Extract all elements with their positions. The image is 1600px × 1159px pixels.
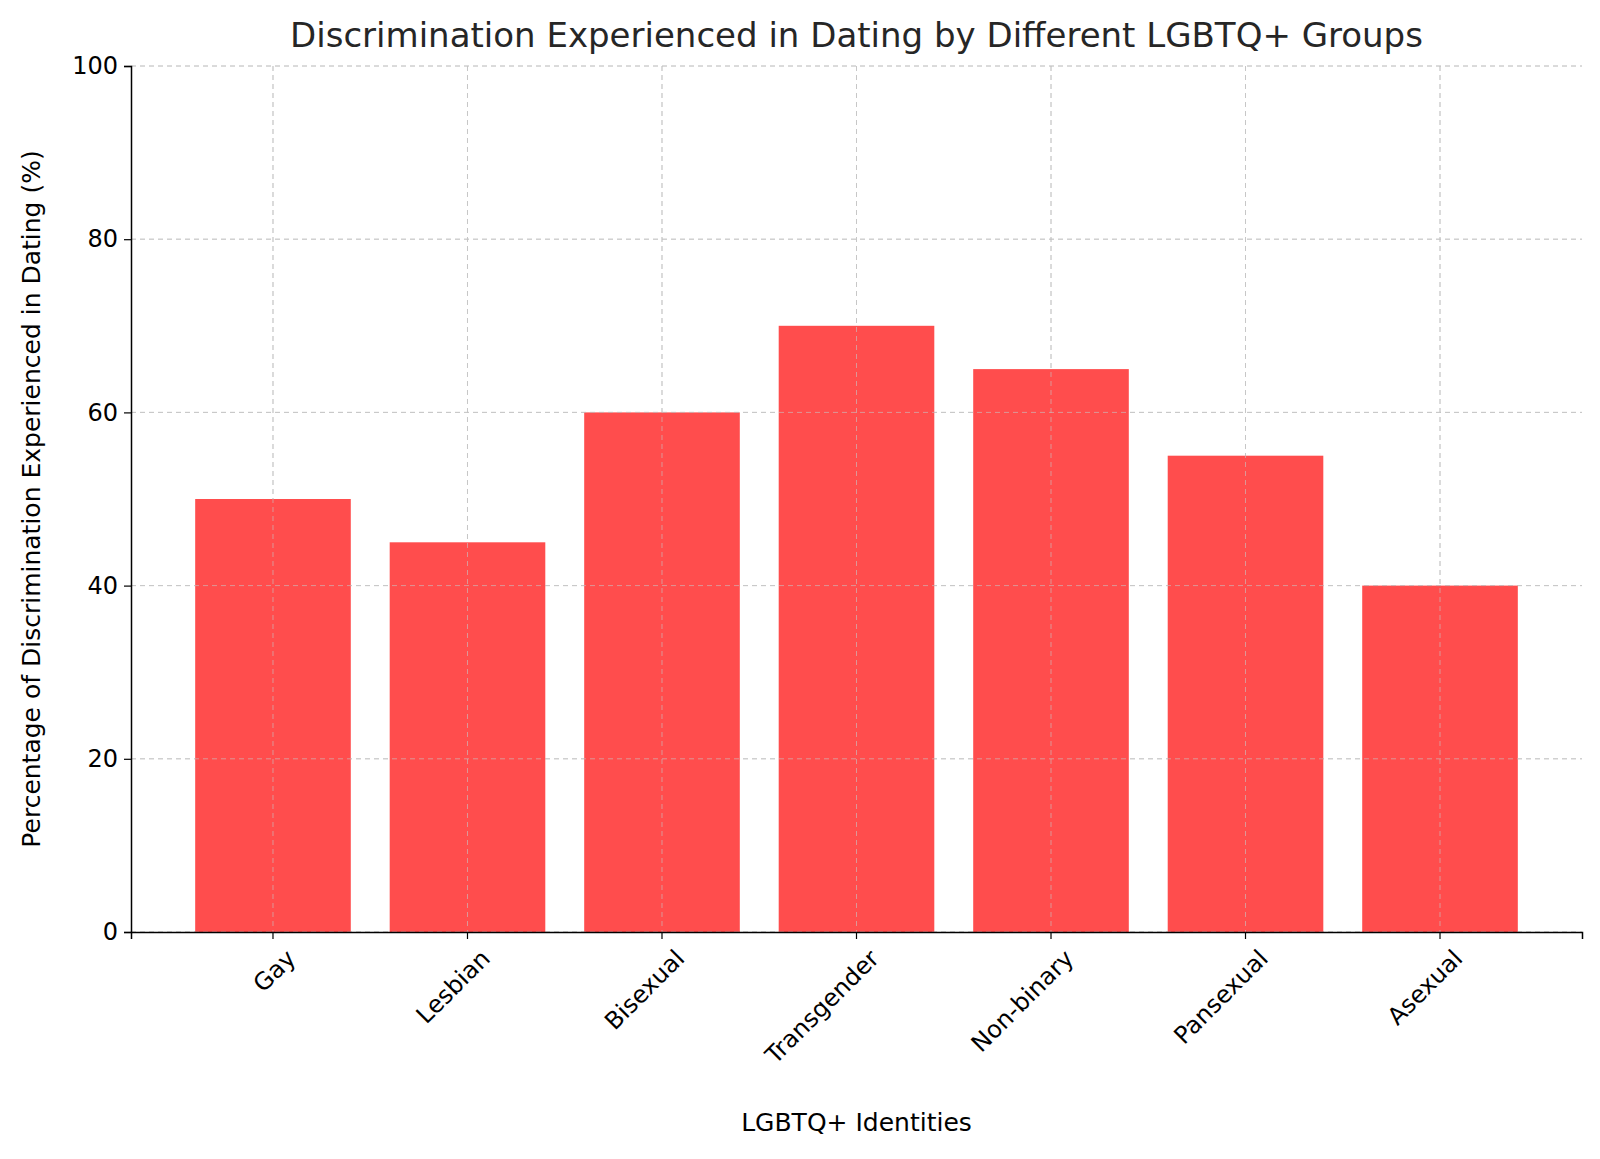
y-tick-label: 40 <box>87 572 118 600</box>
grid-line-y <box>131 585 1582 586</box>
x-tick-mark <box>272 932 273 939</box>
x-tick-label: Gay <box>248 944 301 997</box>
x-tick: Asexual <box>1382 932 1468 1031</box>
grid-overlay <box>131 66 1582 932</box>
grid <box>131 66 1582 932</box>
y-tick: 20 <box>87 745 131 773</box>
x-tick-mark <box>856 932 857 939</box>
y-tick-mark <box>124 932 131 933</box>
x-tick: Bisexual <box>599 932 690 1035</box>
y-tick-label: 20 <box>87 745 118 773</box>
grid-line-x <box>856 66 857 932</box>
y-tick-label: 0 <box>103 918 118 946</box>
y-axis-line <box>124 67 132 933</box>
y-tick-label: 80 <box>87 225 118 253</box>
y-tick-mark <box>124 412 131 413</box>
x-tick: Pansexual <box>1168 932 1273 1050</box>
x-tick: Transgender <box>759 932 885 1070</box>
grid-line-x <box>661 66 662 932</box>
x-axis: Gay Lesbian Bisexual Transgender Non-binary P… <box>132 932 1583 1070</box>
title: Discrimination Experienced in Dating by … <box>290 15 1423 55</box>
y-axis: 0 20 40 60 80 100 <box>72 52 131 946</box>
x-tick-mark <box>1050 932 1051 939</box>
y-tick-mark <box>124 66 131 67</box>
x-tick-label: Pansexual <box>1168 944 1273 1049</box>
grid-line-x <box>272 66 273 932</box>
grid-line-x <box>1440 66 1441 932</box>
x-tick-label: Lesbian <box>411 944 496 1029</box>
grid-line-x <box>1051 66 1052 932</box>
x-tick-label: Transgender <box>759 944 885 1070</box>
x-axis-line <box>132 933 1583 940</box>
x-tick-label: Bisexual <box>599 944 690 1035</box>
x-tick-mark <box>467 932 468 939</box>
grid-line-x <box>1245 66 1246 932</box>
y-tick: 40 <box>87 572 131 600</box>
plot: 0 20 40 60 80 100 Gay Lesbian Bisexual Transgende… <box>72 52 1582 1070</box>
y-axis-title: Percentage of Discrimination Experienced… <box>17 150 46 847</box>
x-tick-label: Asexual <box>1382 944 1468 1030</box>
x-tick: Lesbian <box>411 932 496 1029</box>
y-tick: 0 <box>103 918 131 946</box>
y-tick: 60 <box>87 399 131 427</box>
x-tick-mark <box>1245 932 1246 939</box>
y-tick: 100 <box>72 52 131 80</box>
x-tick-mark <box>1439 932 1440 939</box>
x-tick: Non-binary <box>966 932 1079 1058</box>
y-tick-mark <box>124 585 131 586</box>
x-axis-title: LGBTQ+ Identities <box>741 1108 972 1137</box>
chart: 0 20 40 60 80 100 Gay Lesbian Bisexual Transgende… <box>0 0 1600 1159</box>
y-tick-label: 100 <box>72 52 118 80</box>
y-tick-mark <box>124 239 131 240</box>
y-tick-label: 60 <box>87 399 118 427</box>
x-tick: Gay <box>248 932 301 998</box>
y-tick: 80 <box>87 225 131 253</box>
grid-line-x <box>467 66 468 932</box>
x-tick-label: Non-binary <box>966 944 1079 1057</box>
x-tick-mark <box>661 932 662 939</box>
y-tick-mark <box>124 759 131 760</box>
